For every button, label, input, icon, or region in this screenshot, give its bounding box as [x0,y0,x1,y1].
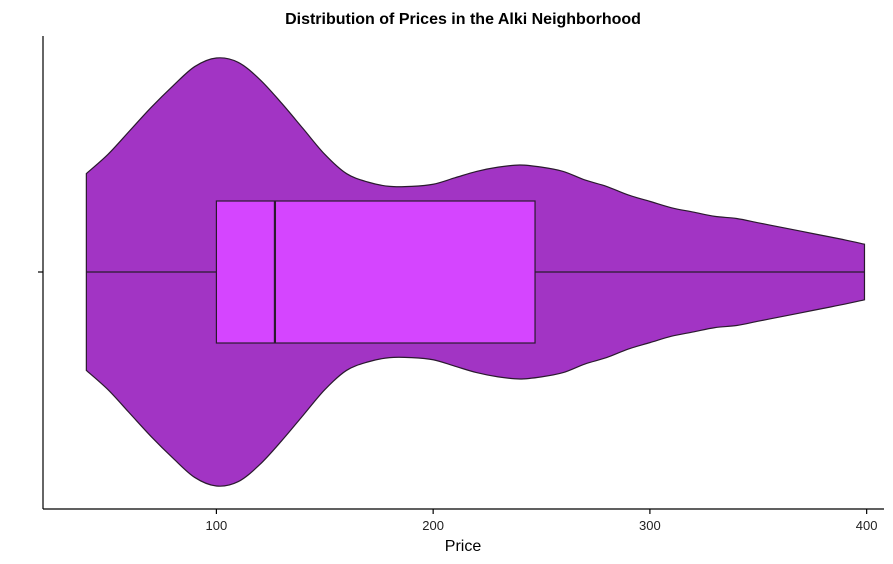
box-iqr [215,200,536,344]
x-tick-label: 400 [856,518,878,533]
x-axis-label: Price [445,538,482,555]
x-tick-label: 100 [206,518,228,533]
plot-area [85,57,866,487]
x-tick-label: 300 [639,518,661,533]
x-tick-label: 200 [422,518,444,533]
x-axis-ticks: 100 200 300 400 [206,509,878,533]
chart-title: Distribution of Prices in the Alki Neigh… [285,11,641,28]
